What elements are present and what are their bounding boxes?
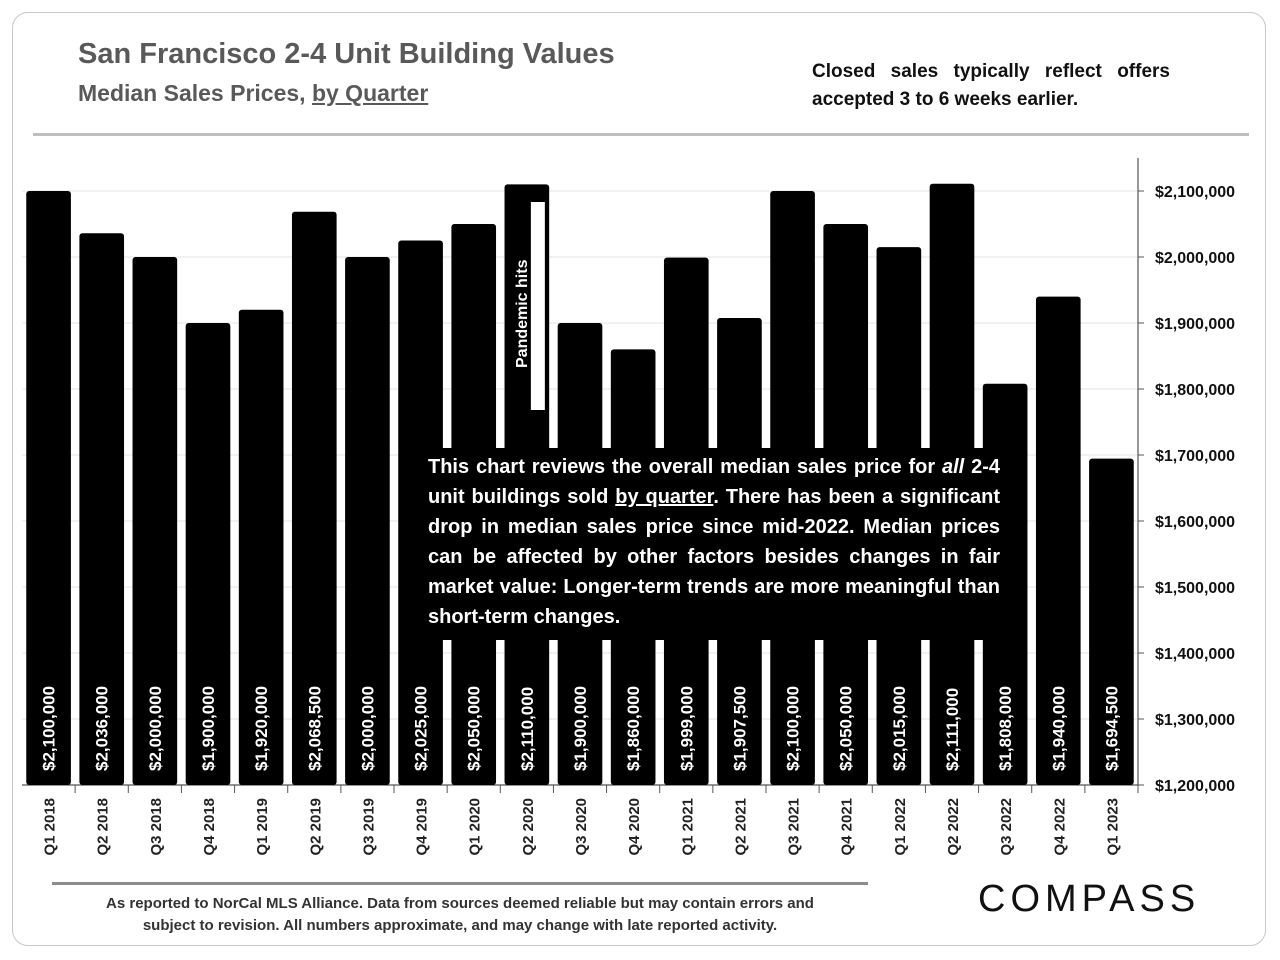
pandemic-annotation: Pandemic hits — [514, 259, 531, 368]
header-divider — [33, 133, 1249, 136]
bar — [1089, 458, 1134, 785]
x-category-label: Q2 2021 — [732, 798, 749, 856]
y-tick-label: $1,500,000 — [1155, 580, 1235, 597]
bar-data-label: $1,940,000 — [1049, 686, 1068, 771]
bar-data-label: $2,110,000 — [518, 687, 537, 771]
bar — [79, 233, 125, 786]
x-category-label: Q2 2020 — [520, 798, 537, 856]
x-category-label: Q3 2020 — [573, 798, 590, 856]
y-tick-label: $1,200,000 — [1155, 778, 1235, 795]
callout-text-underlined: by quarter — [615, 486, 714, 508]
y-tick-label: $2,100,000 — [1155, 184, 1235, 201]
footnote-line-2: subject to revision. All numbers approxi… — [142, 917, 778, 934]
bar — [345, 257, 390, 785]
x-category-label: Q3 2022 — [998, 798, 1015, 856]
bar — [132, 257, 178, 785]
x-category-label: Q1 2018 — [42, 798, 59, 856]
bar-data-label: $2,050,000 — [465, 686, 484, 771]
callout-text-3: 2-4 unit buildings sold — [428, 456, 1000, 508]
x-category-label: Q1 2021 — [679, 798, 696, 856]
chart-subtitle: Median Sales Prices, by Quarter — [78, 80, 428, 107]
y-tick-label: $1,600,000 — [1155, 514, 1235, 531]
chart-title: San Francisco 2-4 Unit Building Values — [78, 38, 615, 70]
callout-text-5: . There has been a significant drop in m… — [428, 486, 1001, 628]
bar-data-label: $2,036,000 — [93, 686, 112, 771]
subtitle-prefix: Median Sales Prices, — [78, 80, 312, 106]
y-tick-label: $1,400,000 — [1155, 646, 1235, 663]
bar — [238, 309, 284, 785]
bar-data-label: $1,808,000 — [996, 686, 1015, 771]
bar-data-label: $2,111,000 — [943, 688, 962, 771]
bar-data-label: $2,000,000 — [358, 686, 377, 771]
y-tick-label: $1,700,000 — [1155, 448, 1235, 465]
bar-data-label: $1,907,500 — [730, 686, 749, 771]
bar-data-label: $2,050,000 — [837, 686, 856, 771]
bar — [185, 323, 231, 785]
x-category-label: Q3 2019 — [360, 798, 377, 856]
y-tick-label: $1,800,000 — [1155, 382, 1235, 399]
callout-text-1: This chart reviews the overall median sa… — [428, 456, 942, 478]
bar-data-label: $1,999,000 — [677, 686, 696, 771]
y-tick-label: $1,300,000 — [1155, 712, 1235, 729]
bar-data-label: $2,000,000 — [146, 686, 165, 771]
x-category-label: Q3 2018 — [148, 798, 165, 856]
source-footnote: As reported to NorCal MLS Alliance. Data… — [60, 893, 860, 937]
bar-data-label: $2,015,000 — [890, 686, 909, 771]
x-category-label: Q2 2019 — [307, 798, 324, 856]
x-category-label: Q2 2018 — [95, 798, 112, 856]
x-category-label: Q4 2020 — [626, 798, 643, 856]
x-category-label: Q4 2022 — [1051, 798, 1068, 856]
bar-data-label: $2,100,000 — [784, 686, 803, 771]
chart-callout: This chart reviews the overall median sa… — [418, 448, 1010, 640]
annotation-gap — [530, 202, 545, 410]
bar-data-label: $1,900,000 — [571, 686, 590, 771]
bar — [26, 191, 71, 785]
bar-data-label: $2,100,000 — [40, 686, 59, 771]
subtitle-underlined: by Quarter — [311, 80, 429, 106]
y-tick-label: $1,900,000 — [1155, 316, 1235, 333]
x-category-label: Q4 2021 — [839, 798, 856, 856]
bar-data-label: $2,068,500 — [305, 686, 324, 771]
footer-divider — [52, 882, 868, 885]
bar-data-label: $1,900,000 — [199, 686, 218, 771]
x-category-label: Q1 2023 — [1104, 798, 1121, 856]
footnote-line-1: As reported to NorCal MLS Alliance. Data… — [106, 895, 814, 912]
bar — [291, 211, 337, 786]
x-category-label: Q4 2019 — [414, 798, 431, 856]
closed-sales-note: Closed sales typically reflect offers ac… — [812, 61, 1170, 110]
bar-data-label: $1,860,000 — [624, 686, 643, 771]
compass-logo: COMPASS — [978, 878, 1201, 920]
bar — [1035, 296, 1081, 785]
x-category-label: Q3 2021 — [786, 798, 803, 856]
x-category-label: Q4 2018 — [201, 798, 218, 856]
x-category-label: Q1 2022 — [892, 798, 909, 856]
x-category-label: Q1 2019 — [254, 798, 271, 856]
callout-text-italic: all — [942, 456, 965, 478]
y-tick-label: $2,000,000 — [1155, 250, 1235, 267]
bar-data-label: $1,694,500 — [1102, 686, 1121, 771]
x-category-label: Q2 2022 — [945, 798, 962, 856]
x-category-label: Q1 2020 — [467, 798, 484, 856]
bar-data-label: $2,025,000 — [412, 686, 431, 771]
bar-data-label: $1,920,000 — [252, 686, 271, 771]
